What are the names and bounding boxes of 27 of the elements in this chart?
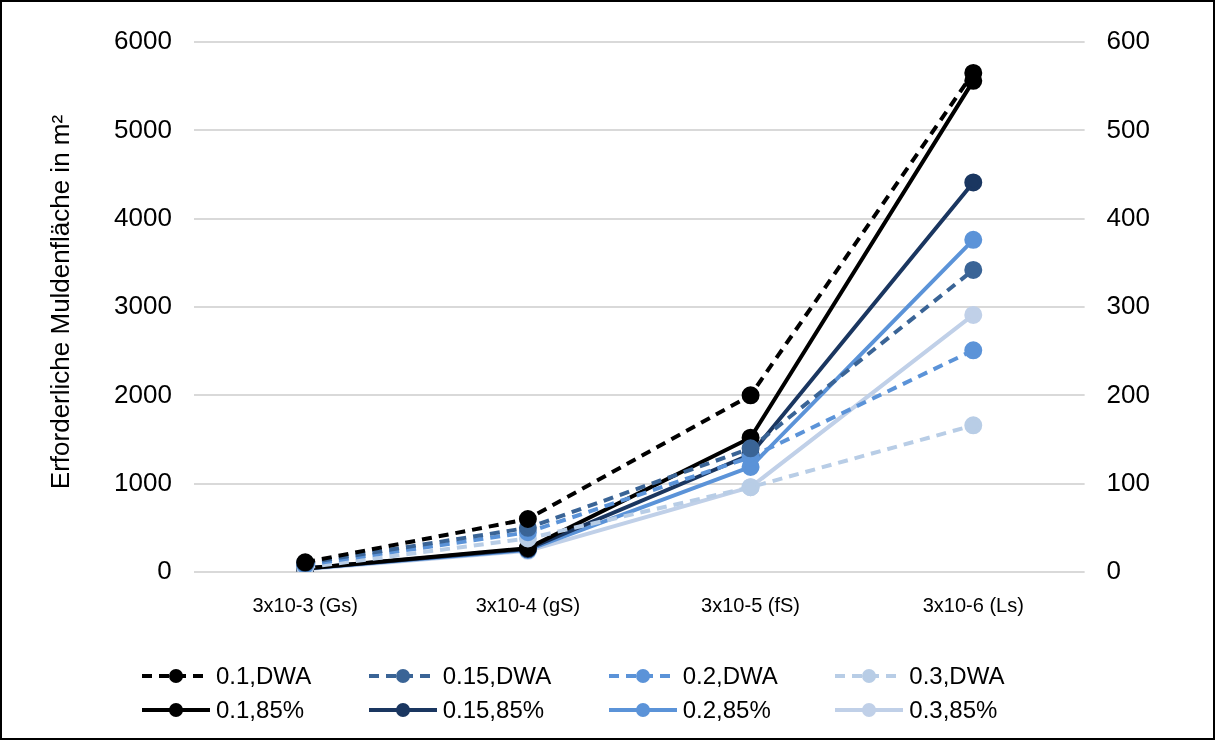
legend-label: 0.15,DWA [442,662,552,690]
y2-tick-label: 500 [1106,113,1151,144]
legend-label: 0.2,85% [682,696,771,724]
legend-label: 0.3,85% [909,696,998,724]
y-tick-label: 2000 [114,378,172,409]
y-tick-label: 5000 [114,113,172,144]
x-tick-label: 3x10-5 (fS) [701,593,801,616]
legend-label: 0.15,85% [442,696,545,724]
y2-tick-label: 100 [1106,466,1151,497]
y-tick-label: 6000 [114,25,172,56]
y2-tick-label: 300 [1106,290,1151,321]
legend-label: 0.3,DWA [909,662,1005,690]
y-tick-label: 4000 [114,201,172,232]
y-tick-label: 3000 [114,290,172,321]
x-tick-label: 3x10-4 (gS) [475,593,581,616]
x-tick-label: 3x10-6 (Ls) [922,593,1024,616]
x-tick-label: 3x10-3 (Gs) [252,593,358,616]
y2-tick-label: 0 [1106,555,1122,586]
y2-tick-label: 600 [1106,25,1151,56]
y-axis-title: Erforderliche Muldenfläche in m² [44,114,76,490]
y2-tick-label: 400 [1106,201,1151,232]
legend-label: 0.2,DWA [682,662,778,690]
legend-label: 0.1,DWA [216,662,312,690]
y2-tick-label: 200 [1106,378,1151,409]
y-tick-label: 1000 [114,466,172,497]
legend-label: 0.1,85% [216,696,305,724]
y-tick-label: 0 [157,555,172,586]
